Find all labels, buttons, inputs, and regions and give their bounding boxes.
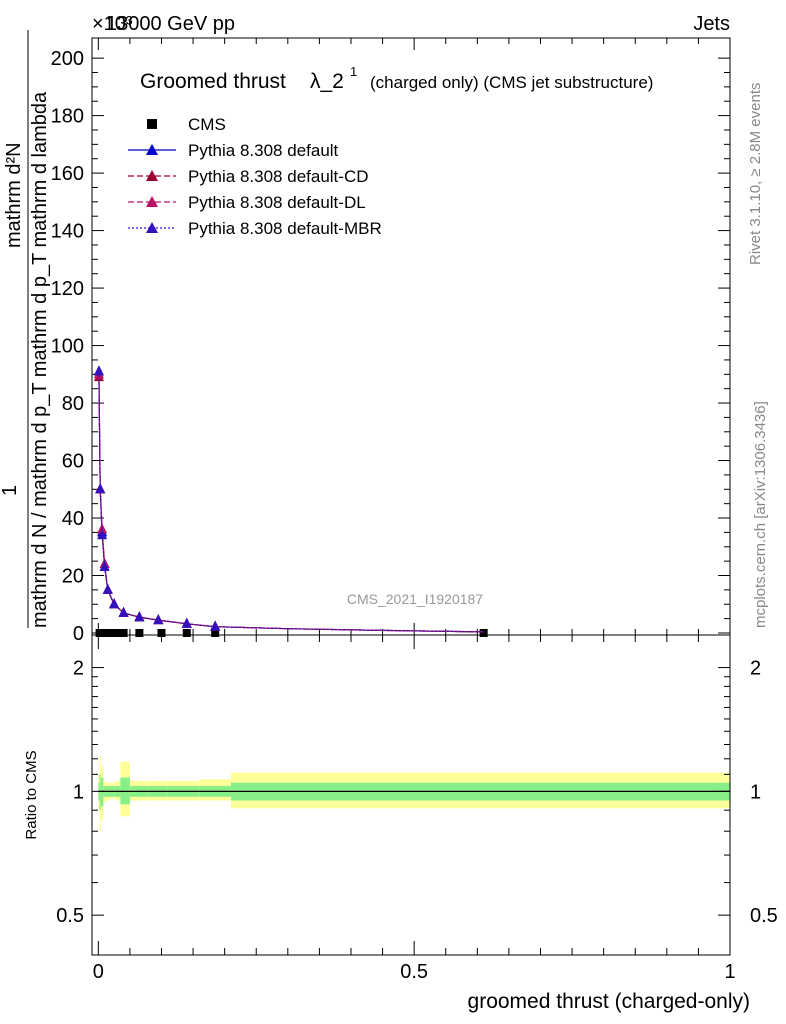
y-tick-label: 120 [51,278,84,300]
ratio-axes: 0.5 1 2 0.5 1 2 0 0.5 1 [56,635,778,983]
ratio-y-tick-label: 2 [73,658,84,680]
legend-label: Pythia 8.308 default-CD [188,167,369,186]
title-symbol: λ_2 [310,70,344,93]
ratio-x-tick-label: 1 [724,961,735,983]
ratio-y-tick-label: 1 [73,781,84,803]
main-ylabel: 1 mathrm d N / mathrm d p_T mathrm d p_T… [0,30,51,628]
ratio-x-tick-label: 0 [93,961,104,983]
main-title: Groomed thrust λ_2 1 (charged only) (CMS… [140,64,653,93]
cms-point [103,629,112,637]
cms-point [108,629,117,637]
mcplots-label: mcplots.cern.ch [arXiv:1306.3436] [752,401,769,628]
ratio-frame [91,634,731,956]
y-tick-label: 20 [62,566,84,588]
ylabel-main: mathrm d N / mathrm d p_T mathrm d p_T m… [29,91,51,628]
cms-point [135,629,144,637]
energy-label: 13000 GeV pp [106,13,235,35]
series-point [134,611,145,622]
ratio-y-tick-label: 0.5 [56,905,84,927]
title-sup: 1 [350,64,357,79]
ratio-y-tick-label-right: 1 [750,781,761,803]
series-point [99,560,110,571]
series-point [95,483,106,494]
main-axes: 0 20 40 60 80 100 120 140 160 180 200 [51,38,731,645]
y-tick-label: 140 [51,221,84,243]
series-point [181,617,192,628]
y-tick-label: 80 [62,393,84,415]
ratio-y-tick-label-right: 0.5 [750,905,778,927]
y-tick-label: 200 [51,48,84,70]
rivet-label: Rivet 3.1.10, ≥ 2.8M events [747,83,764,266]
legend: CMS Pythia 8.308 default Pythia 8.308 defa… [128,115,382,238]
series-point [102,583,113,594]
legend-marker-triangle [146,222,158,233]
y-tick-label: 180 [51,106,84,128]
ratio-x-tick-label: 0.5 [400,961,428,983]
cms-point [211,629,220,637]
legend-marker-square [147,119,157,129]
series-point [97,529,108,540]
legend-label: CMS [188,115,226,134]
ylabel-one: 1 [0,485,21,496]
series-point [153,614,164,625]
y-tick-label: 60 [62,451,84,473]
series-point [210,620,221,631]
legend-marker-triangle [146,144,158,155]
y-tick-label: 0 [73,623,84,645]
ratio-ylabel: Ratio to CMS [23,750,40,839]
cms-point [113,629,122,637]
cms-point [119,629,128,637]
ratio-xlabel: groomed thrust (charged-only) [468,990,750,1013]
watermark: CMS_2021_I1920187 [347,591,483,607]
exponent-label: ×10³ [92,13,133,35]
legend-marker-triangle [146,196,158,207]
ylabel-top: mathrm d²N [3,142,25,248]
legend-label: Pythia 8.308 default-DL [188,193,366,212]
series-point [118,606,129,617]
series-point [109,598,120,609]
legend-marker-triangle [146,170,158,181]
cms-point [479,629,488,637]
series-line [98,371,484,633]
ratio-y-tick-label-right: 2 [750,658,761,680]
band-inner [99,774,101,811]
process-label: Jets [693,13,730,35]
cms-point [157,629,166,637]
legend-label: Pythia 8.308 default-MBR [188,219,382,238]
y-tick-label: 160 [51,163,84,185]
legend-label: Pythia 8.308 default [188,141,339,160]
series-point [93,365,104,376]
y-tick-label: 100 [51,336,84,358]
y-tick-label: 40 [62,508,84,530]
main-series [93,365,488,637]
title-main: Groomed thrust [140,70,286,93]
cms-point [182,629,191,637]
title-note: (charged only) (CMS jet substructure) [370,73,653,92]
ratio-bands [98,755,731,832]
